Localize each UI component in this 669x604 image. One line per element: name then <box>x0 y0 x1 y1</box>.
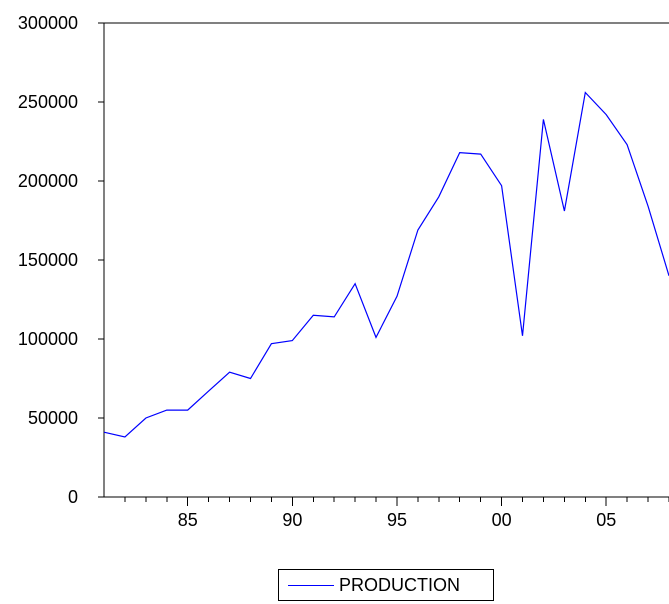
axes <box>103 22 669 498</box>
series-layer <box>103 91 669 438</box>
y-tick-label: 100000 <box>18 329 78 349</box>
legend: PRODUCTION <box>278 569 494 601</box>
y-tick-label: 50000 <box>28 408 78 428</box>
y-tick-label: 300000 <box>18 13 78 33</box>
y-tick-label: 200000 <box>18 171 78 191</box>
x-tick-label: 00 <box>492 510 512 530</box>
x-tick-labels: 85 90 95 00 05 <box>178 510 617 530</box>
y-tick-label: 250000 <box>18 92 78 112</box>
x-tick-label: 85 <box>178 510 198 530</box>
y-tick-label: 150000 <box>18 250 78 270</box>
series-line-production <box>103 91 669 438</box>
x-tick-label: 05 <box>596 510 616 530</box>
x-tick-label: 95 <box>387 510 407 530</box>
tick-marks <box>98 22 669 506</box>
legend-swatch-production <box>288 585 334 586</box>
y-tick-label: 0 <box>68 487 78 507</box>
x-tick-label: 90 <box>282 510 302 530</box>
legend-label-production: PRODUCTION <box>339 575 460 595</box>
y-tick-labels: 0 50000 100000 150000 200000 250000 300000 <box>18 13 78 507</box>
